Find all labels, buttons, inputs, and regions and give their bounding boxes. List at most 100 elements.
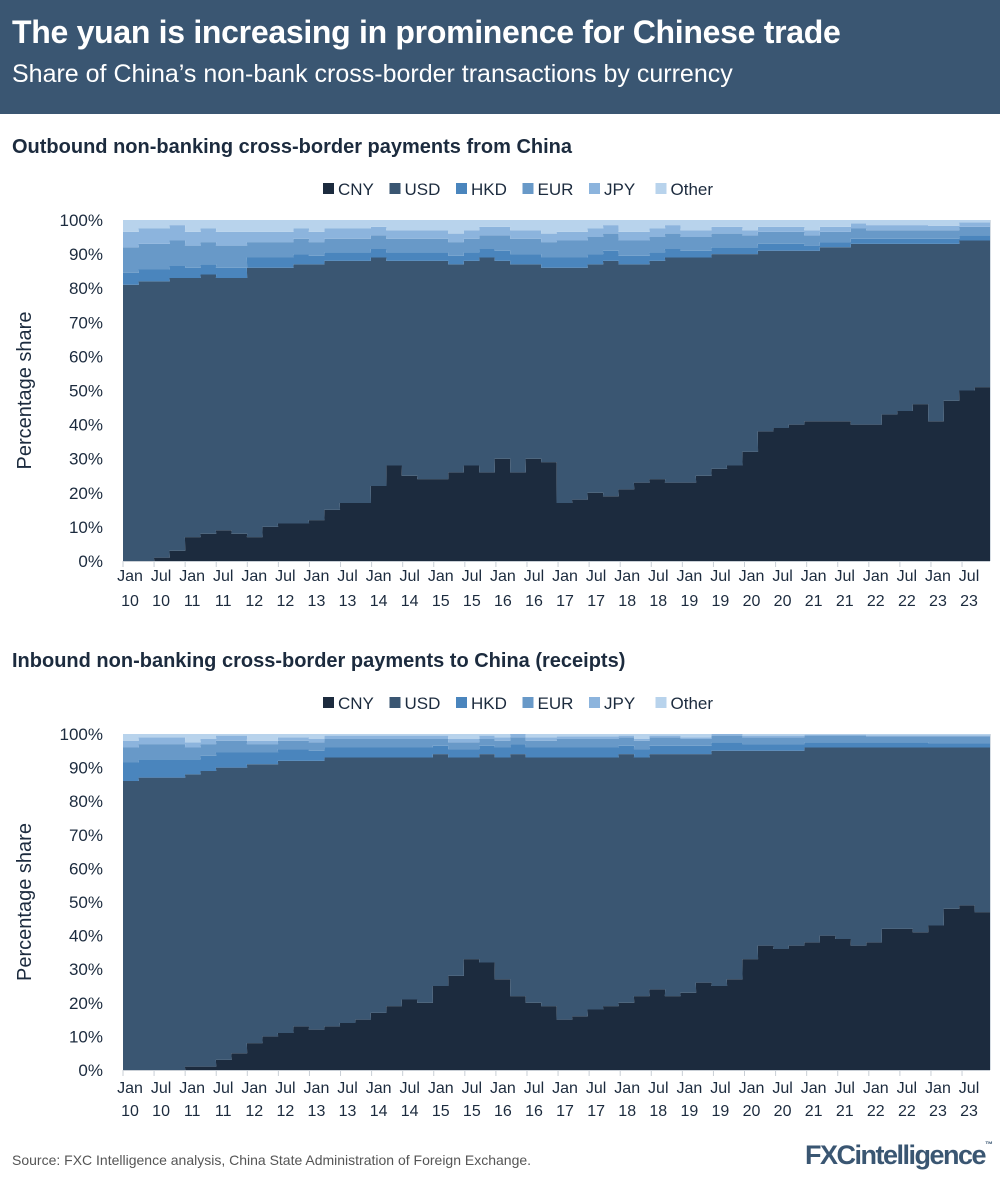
y-tick-label: 40%: [69, 416, 103, 435]
x-tick-month: Jan: [179, 1080, 205, 1097]
x-tick-month: Jul: [772, 1080, 792, 1097]
x-tick-year: 16: [494, 1103, 512, 1120]
x-tick-year: 12: [245, 593, 263, 610]
area-cny: [123, 387, 991, 561]
x-tick-year: 23: [960, 1103, 978, 1120]
legend: CNY USD HKD EUR JPY Other: [323, 180, 713, 199]
legend-swatch-eur: [522, 697, 534, 708]
x-tick-month: Jan: [117, 568, 143, 585]
y-tick-label: 40%: [69, 927, 103, 946]
x-tick-month: Jan: [428, 1080, 454, 1097]
y-tick-label: 20%: [69, 484, 103, 503]
y-tick-label: 100%: [60, 211, 103, 230]
x-tick-month: Jul: [399, 1080, 419, 1097]
logo-text: FXCintelligence: [805, 1140, 987, 1170]
x-tick-year: 20: [774, 1103, 792, 1120]
chart-title-inbound: Inbound non-banking cross-border payment…: [12, 650, 626, 672]
x-tick-month: Jul: [462, 1080, 482, 1097]
x-tick-year: 18: [649, 1103, 667, 1120]
x-tick-year: 22: [867, 593, 885, 610]
x-tick-year: 17: [556, 593, 574, 610]
y-tick-label: 90%: [69, 245, 103, 264]
x-tick-month: Jul: [897, 568, 917, 585]
x-tick-year: 21: [836, 593, 854, 610]
y-tick-label: 70%: [69, 826, 103, 845]
y-tick-label: 20%: [69, 994, 103, 1013]
x-tick-year: 10: [121, 593, 139, 610]
y-tick-label: 30%: [69, 960, 103, 979]
x-tick-year: 23: [960, 593, 978, 610]
x-tick-month: Jan: [428, 568, 454, 585]
legend-swatch-usd: [389, 697, 401, 708]
area-cny: [123, 905, 991, 1070]
x-tick-year: 16: [525, 1103, 543, 1120]
x-tick-month: Jul: [959, 1080, 979, 1097]
x-tick-year: 12: [245, 1103, 263, 1120]
x-tick-year: 20: [774, 593, 792, 610]
x-tick-month: Jul: [586, 568, 606, 585]
x-tick-month: Jan: [490, 568, 516, 585]
y-tick-label: 10%: [69, 1027, 103, 1046]
x-tick-year: 23: [929, 1103, 947, 1120]
legend-label-eur: EUR: [538, 180, 574, 199]
legend-label-eur: EUR: [538, 694, 574, 713]
x-tick-month: Jan: [552, 1080, 578, 1097]
area-usd: [123, 240, 991, 561]
legend-label-jpy: JPY: [604, 694, 635, 713]
x-tick-year: 14: [401, 1103, 419, 1120]
x-tick-year: 17: [587, 593, 605, 610]
y-axis-label: Percentage share: [14, 312, 36, 470]
legend-label-hkd: HKD: [471, 694, 507, 713]
x-tick-year: 19: [680, 1103, 698, 1120]
x-tick-month: Jul: [399, 568, 419, 585]
chart-inbound: CNY USD HKD EUR JPY Other 0% 10% 20% 30% 40% 50% 60%…: [14, 694, 991, 1120]
x-tick-year: 12: [276, 593, 294, 610]
x-tick-month: Jul: [462, 568, 482, 585]
area-hkd: [123, 235, 991, 285]
page-title: The yuan is increasing in prominence for…: [12, 14, 841, 50]
x-tick-month: Jan: [304, 1080, 330, 1097]
x-tick-year: 20: [743, 1103, 761, 1120]
legend-swatch-hkd: [456, 183, 467, 194]
legend-swatch-eur: [522, 183, 534, 194]
x-tick-year: 15: [432, 593, 450, 610]
y-tick-label: 100%: [60, 725, 103, 744]
x-tick-year: 11: [215, 593, 232, 610]
x-tick-year: 21: [805, 593, 823, 610]
y-tick-label: 50%: [69, 893, 103, 912]
legend-swatch-other: [655, 697, 667, 708]
chart-outbound: CNY USD HKD EUR JPY Other 0% 10% 20% 30% 40% 50% 60%…: [14, 180, 991, 610]
x-tick-month: Jan: [863, 568, 889, 585]
x-tick-month: Jul: [835, 1080, 855, 1097]
x-tick-month: Jul: [151, 568, 171, 585]
x-tick-month: Jul: [586, 1080, 606, 1097]
legend-label-other: Other: [671, 180, 714, 199]
legend-swatch-hkd: [456, 697, 467, 708]
x-tick-year: 12: [276, 1103, 294, 1120]
stacked-areas: [123, 734, 991, 1070]
x-tick-year: 13: [308, 593, 326, 610]
x-tick-year: 22: [898, 1103, 916, 1120]
y-tick-label: 0%: [78, 552, 103, 571]
x-tick-year: 22: [898, 593, 916, 610]
stacked-areas: [123, 220, 991, 561]
x-tick-month: Jul: [835, 568, 855, 585]
y-axis-label: Percentage share: [14, 823, 36, 981]
area-hkd: [123, 742, 991, 782]
x-tick-year: 13: [308, 1103, 326, 1120]
legend-swatch-cny: [323, 697, 334, 708]
area-jpy: [123, 734, 991, 748]
legend-swatch-usd: [389, 183, 401, 194]
x-tick-year: 16: [525, 593, 543, 610]
x-tick-month: Jan: [925, 1080, 951, 1097]
x-tick-year: 16: [494, 593, 512, 610]
chart-title-outbound: Outbound non-banking cross-border paymen…: [12, 136, 573, 158]
x-tick-month: Jan: [490, 1080, 516, 1097]
x-tick-month: Jan: [801, 568, 827, 585]
x-tick-year: 15: [463, 593, 481, 610]
x-tick-year: 18: [618, 1103, 636, 1120]
x-tick-month: Jan: [801, 1080, 827, 1097]
x-tick-year: 17: [587, 1103, 605, 1120]
y-tick-label: 60%: [69, 347, 103, 366]
x-tick-month: Jan: [676, 1080, 702, 1097]
